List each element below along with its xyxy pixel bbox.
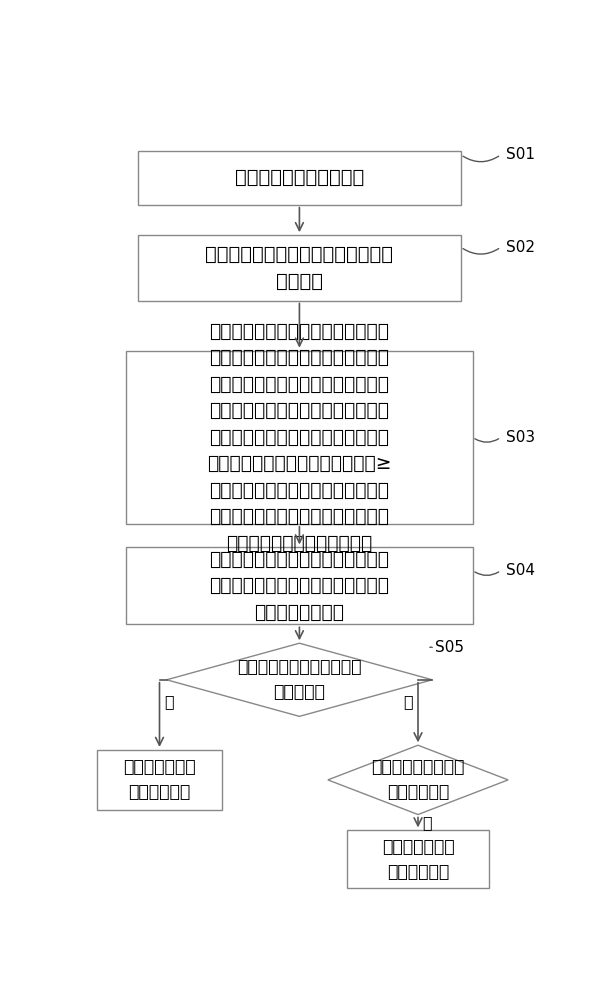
Text: 车辆单侧轮胎超过所述外部
重新计数线: 车辆单侧轮胎超过所述外部 重新计数线 <box>237 658 362 701</box>
Text: S02: S02 <box>506 240 535 255</box>
Text: 禁止执行另一次
车道偏离报警: 禁止执行另一次 车道偏离报警 <box>123 758 196 801</box>
Text: S01: S01 <box>506 147 535 162</box>
Polygon shape <box>328 745 508 815</box>
FancyBboxPatch shape <box>126 351 472 524</box>
Text: 允许执行另一次
车道偏离报警: 允许执行另一次 车道偏离报警 <box>382 838 454 881</box>
Text: S03: S03 <box>506 430 535 445</box>
Text: 当车辆单侧轮胎的外侧面超过所述警
告线、且驾驶员处于无意识状态时，
进行车道偏离报警: 当车辆单侧轮胎的外侧面超过所述警 告线、且驾驶员处于无意识状态时， 进行车道偏离… <box>209 550 389 622</box>
Text: 是: 是 <box>423 815 432 830</box>
FancyBboxPatch shape <box>138 151 461 205</box>
Text: 获取车辆前方的道路图像: 获取车辆前方的道路图像 <box>235 168 364 187</box>
Text: 从所述道路图像中识别车辆所在车道
的车道线: 从所述道路图像中识别车辆所在车道 的车道线 <box>206 245 394 291</box>
Polygon shape <box>166 643 432 716</box>
FancyBboxPatch shape <box>138 235 461 301</box>
FancyBboxPatch shape <box>347 830 489 888</box>
Text: S04: S04 <box>506 563 535 578</box>
Text: 否: 否 <box>164 694 174 709</box>
FancyBboxPatch shape <box>97 750 222 810</box>
Text: 是: 是 <box>404 694 413 709</box>
Text: 在单侧车道线处设置警告线、警告结
束线和外部重新计数线，其中，警告
线、警告结束线、外部重新计数线与
车辆之间的距离为：警告结束线＞外
部重新计数线＞警告线，所: 在单侧车道线处设置警告线、警告结 束线和外部重新计数线，其中，警告 线、警告结束… <box>207 322 392 553</box>
Text: S05: S05 <box>435 640 464 655</box>
FancyBboxPatch shape <box>126 547 472 624</box>
Text: 车辆单侧轮胎超过所
述警告结束线: 车辆单侧轮胎超过所 述警告结束线 <box>371 758 465 801</box>
